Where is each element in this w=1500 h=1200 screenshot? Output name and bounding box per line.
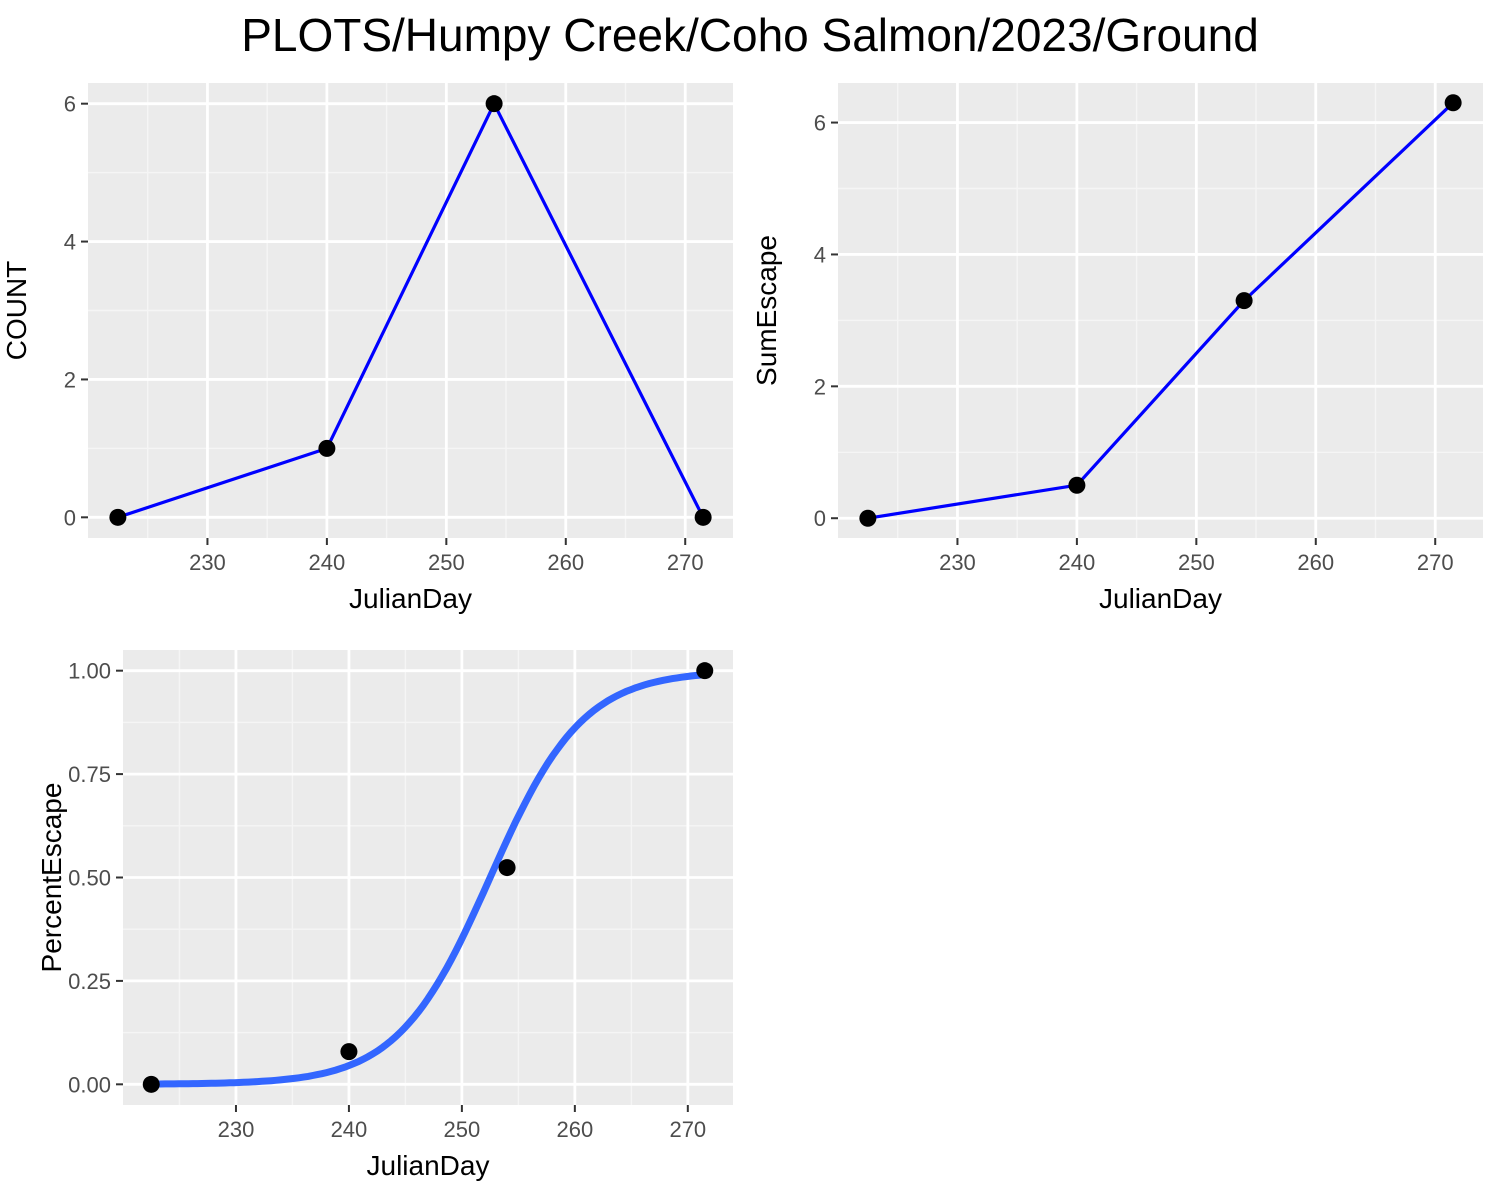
panel-count: 230 240 250 260 270 0 2 4 6 JulianDay COUNT	[1, 83, 733, 614]
x-tick-label: 270	[1417, 550, 1454, 575]
x-tick-label: 250	[428, 550, 465, 575]
y-tick-label: 0	[64, 505, 76, 530]
y-tick-label: 0.75	[68, 762, 111, 787]
data-point	[1068, 476, 1086, 494]
data-point	[1444, 94, 1462, 112]
y-tick-label: 2	[64, 367, 76, 392]
x-tick-label: 270	[667, 550, 704, 575]
data-point	[859, 509, 877, 527]
fit-curve	[151, 671, 706, 1088]
data-point	[498, 859, 516, 877]
x-axis-title: JulianDay	[1099, 583, 1222, 614]
data-point	[694, 508, 712, 526]
series-line	[117, 102, 705, 519]
y-tick-label: 6	[814, 111, 826, 136]
data-point	[696, 662, 714, 680]
y-tick-label: 4	[814, 242, 826, 267]
panel-percent-escape: 230 240 250 260 270 0.00 0.25 0.50 0.75 1.00 Julia…	[36, 650, 733, 1181]
y-tick-label: 0	[814, 506, 826, 531]
x-tick-label: 230	[218, 1117, 255, 1142]
y-tick-label: 6	[64, 92, 76, 117]
x-tick-label: 260	[1297, 550, 1334, 575]
x-tick-label: 270	[669, 1117, 706, 1142]
x-tick-label: 230	[189, 550, 226, 575]
data-point	[1235, 292, 1253, 310]
y-tick-label: 0.25	[68, 969, 111, 994]
y-axis-title: PercentEscape	[36, 783, 67, 973]
data-point	[485, 95, 503, 113]
y-tick-label: 0.00	[68, 1072, 111, 1097]
x-tick-label: 260	[547, 550, 584, 575]
panel-sum-escape: 230 240 250 260 270 0 2 4 6 JulianDay SumEscape	[751, 83, 1483, 614]
x-tick-label: 250	[1178, 550, 1215, 575]
panel-background	[838, 83, 1483, 538]
y-tick-label: 2	[814, 374, 826, 399]
figure-title: PLOTS/Humpy Creek/Coho Salmon/2023/Groun…	[241, 9, 1259, 61]
x-tick-label: 240	[309, 550, 346, 575]
y-tick-label: 1.00	[68, 659, 111, 684]
data-point	[142, 1075, 160, 1093]
y-axis-title: COUNT	[1, 261, 32, 361]
x-tick-label: 250	[444, 1117, 481, 1142]
data-point	[340, 1043, 358, 1061]
y-tick-label: 0.50	[68, 866, 111, 891]
series-line	[867, 101, 1455, 520]
x-tick-label: 240	[331, 1117, 368, 1142]
x-tick-label: 260	[556, 1117, 593, 1142]
data-point	[109, 508, 127, 526]
x-tick-label: 230	[939, 550, 976, 575]
x-tick-label: 240	[1059, 550, 1096, 575]
x-axis-title: JulianDay	[367, 1150, 490, 1181]
y-tick-label: 4	[64, 230, 76, 255]
y-axis-title: SumEscape	[751, 235, 782, 386]
data-point	[318, 439, 336, 457]
x-axis-title: JulianDay	[349, 583, 472, 614]
